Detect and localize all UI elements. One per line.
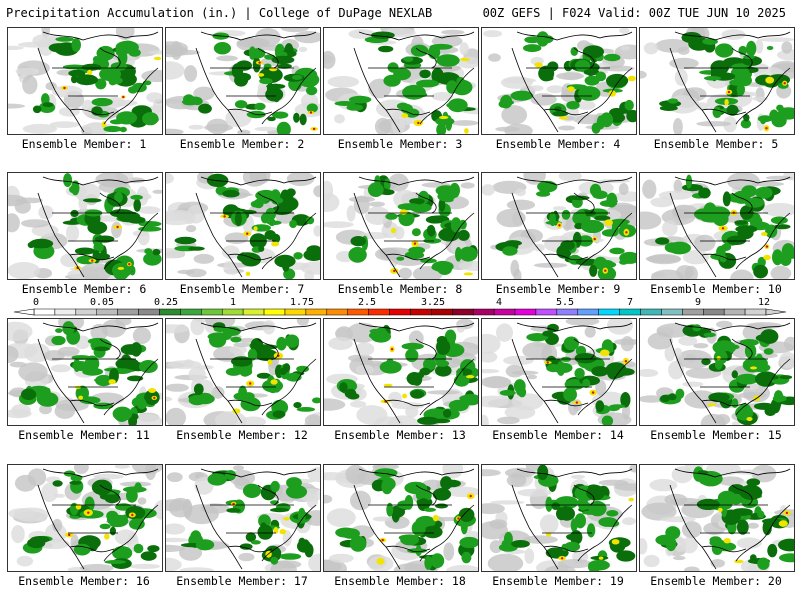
member-map-12[interactable] [165,318,321,426]
colorbar-tick-label: 7 [626,297,634,308]
colorbar-tick-label: 2.5 [357,297,377,308]
member-map-11[interactable] [7,318,163,426]
header: Precipitation Accumulation (in.) | Colle… [0,0,800,24]
colorbar-cell [117,308,139,316]
member-label-19: Ensemble Member: 19 [492,574,624,588]
colorbar-cell [514,308,537,316]
colorbar-cell [577,308,599,316]
member-label-13: Ensemble Member: 13 [334,428,466,442]
colorbar-tick-label: 0.05 [89,297,115,308]
colorbar-cell [159,308,181,316]
member-label-8: Ensemble Member: 8 [337,282,463,296]
member-map-19[interactable] [481,464,637,572]
member-map-4[interactable] [481,27,637,135]
colorbar-tick-label: 1.75 [289,297,315,308]
colorbar-cell [368,308,390,316]
colorbar-cell [389,308,411,316]
member-label-7: Ensemble Member: 7 [179,282,305,296]
member-label-6: Ensemble Member: 6 [21,282,147,296]
member-label-15: Ensemble Member: 15 [650,428,782,442]
member-map-2[interactable] [165,27,321,135]
product-title: Precipitation Accumulation (in.) | Colle… [6,6,433,20]
colorbar-cell [54,308,77,316]
colorbar-left-arrow [13,308,35,316]
member-label-14: Ensemble Member: 14 [492,428,624,442]
member-label-17: Ensemble Member: 17 [176,574,308,588]
colorbar-cell [284,308,307,316]
member-label-4: Ensemble Member: 4 [495,137,621,151]
member-map-6[interactable] [7,172,163,280]
colorbar-cell [598,308,620,316]
member-map-1[interactable] [7,27,163,135]
colorbar-tick-label: 9 [694,297,702,308]
colorbar-cell [221,308,244,316]
member-label-20: Ensemble Member: 20 [650,574,782,588]
colorbar-cell [744,308,767,316]
colorbar-cell [242,308,265,316]
colorbar-right-arrow [765,308,787,316]
member-label-16: Ensemble Member: 16 [18,574,150,588]
member-map-5[interactable] [639,27,795,135]
colorbar-cell [326,308,348,316]
member-map-9[interactable] [481,172,637,280]
member-label-18: Ensemble Member: 18 [334,574,466,588]
colorbar-cell [472,308,495,316]
colorbar-cell [201,308,223,316]
colorbar-cell [33,308,56,316]
colorbar-tick-label: 12 [757,297,771,308]
member-map-7[interactable] [165,172,321,280]
member-map-18[interactable] [323,464,479,572]
colorbar-cell [723,308,746,316]
colorbar-cell [431,308,453,316]
member-label-10: Ensemble Member: 10 [650,282,782,296]
member-map-8[interactable] [323,172,479,280]
member-map-17[interactable] [165,464,321,572]
colorbar-cell [493,308,516,316]
member-map-20[interactable] [639,464,795,572]
colorbar-tick-label: 0.25 [153,297,179,308]
colorbar-cell [263,308,286,316]
colorbar-cell [347,308,369,316]
colorbar-tick-label: 3.25 [420,297,446,308]
colorbar-cell [305,308,328,316]
colorbar-cell [410,308,432,316]
colorbar-cell [556,308,579,316]
member-label-11: Ensemble Member: 11 [18,428,150,442]
colorbar-cell [138,308,160,316]
model-run-info: 00Z GEFS | F024 Valid: 00Z TUE JUN 10 20… [482,6,786,20]
colorbar-tick-label: 1 [229,297,237,308]
member-map-13[interactable] [323,318,479,426]
member-map-15[interactable] [639,318,795,426]
colorbar-cell [535,308,558,316]
colorbar-tick-label: 0 [32,297,40,308]
member-map-3[interactable] [323,27,479,135]
member-map-16[interactable] [7,464,163,572]
member-label-1: Ensemble Member: 1 [21,137,147,151]
colorbar-cell [619,308,641,316]
colorbar-cell [640,308,662,316]
colorbar-cell [180,308,202,316]
member-label-3: Ensemble Member: 3 [337,137,463,151]
member-label-12: Ensemble Member: 12 [176,428,308,442]
colorbar-cell [661,308,683,316]
member-label-2: Ensemble Member: 2 [179,137,305,151]
colorbar-cell [703,308,725,316]
member-label-5: Ensemble Member: 5 [653,137,779,151]
colorbar-tick-label: 4 [495,297,503,308]
colorbar-cell [75,308,97,316]
colorbar [13,308,787,316]
member-map-10[interactable] [639,172,795,280]
colorbar-cell [452,308,474,316]
member-label-9: Ensemble Member: 9 [495,282,621,296]
colorbar-tick-label: 5.5 [555,297,575,308]
colorbar-cell [682,308,704,316]
colorbar-cell [96,308,118,316]
member-map-14[interactable] [481,318,637,426]
